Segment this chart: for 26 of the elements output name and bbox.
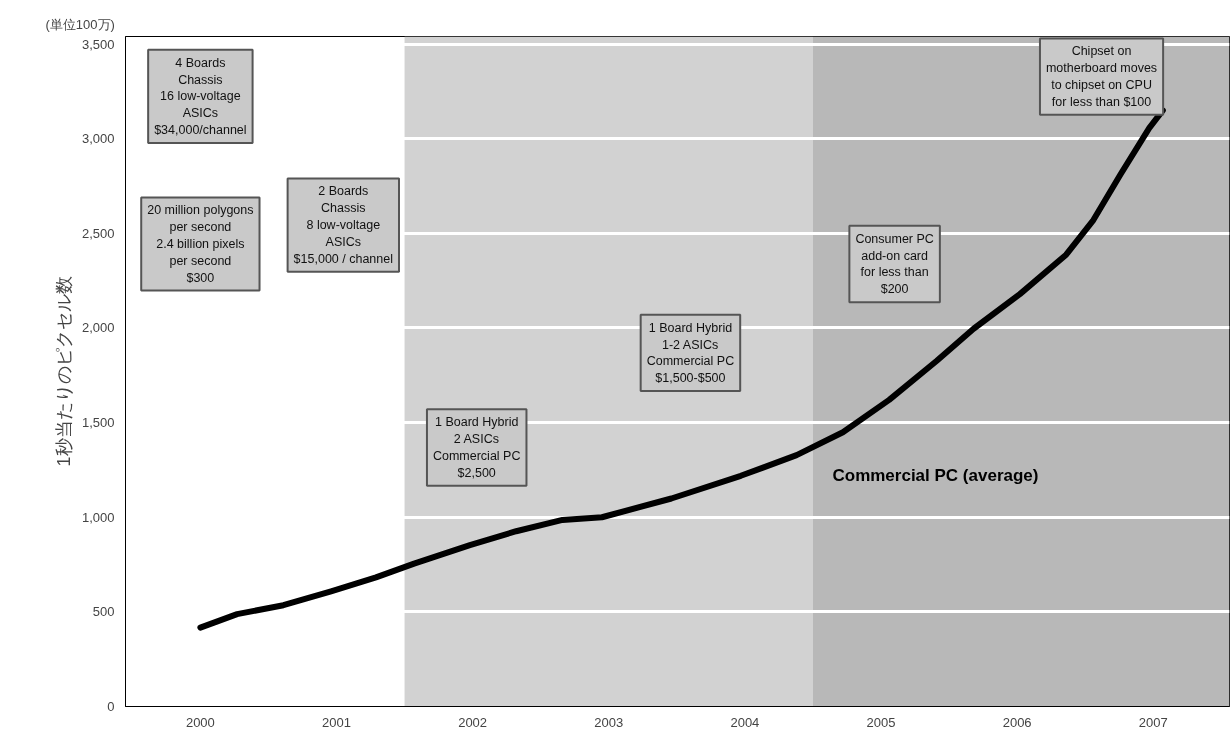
annotation: 20 million polygons per second 2.4 billion pixels per second $300 [147, 203, 254, 285]
y-tick-label: 2,000 [81, 320, 115, 336]
annotation: Consumer PC add-on card for less than $200 [855, 231, 934, 297]
annotation: 1 Board Hybrid 1-2 ASICs Commercial PC $1,500-$500 [646, 320, 735, 386]
x-tick-label: 2007 [1138, 714, 1168, 730]
x-tick-label: 2004 [730, 714, 760, 730]
annotation: 2 Boards Chassis 8 low-voltage ASICs $15,000 / channel [293, 184, 393, 266]
annotation: Chipset on motherboard moves to chipset on CPU for less than $100 [1045, 44, 1158, 109]
annotation: 1 Board Hybrid 2 ASICs Commercial PC $2,500 [432, 415, 521, 480]
y-tick-label: 500 [92, 604, 115, 620]
y-tick-label: 1,000 [81, 509, 115, 525]
x-tick-label: 2005 [866, 714, 896, 730]
x-tick-label: 2001 [322, 714, 351, 730]
y-axis-title: 1秒当たりのピクセル数 [53, 276, 74, 467]
y-tick-label: 3,000 [81, 131, 115, 147]
y-tick-label: 0 [107, 699, 115, 714]
series-label: Commercial PC (average) [832, 466, 1039, 486]
x-tick-label: 2000 [185, 714, 215, 730]
text: (単位100万) [45, 16, 115, 32]
annotation: 4 Boards Chassis 16 low-voltage ASICs $34,000/channel [154, 55, 247, 137]
x-tick-label: 2002 [458, 714, 488, 730]
y-tick-label: 1,500 [81, 415, 115, 431]
x-tick-label: 2006 [1002, 714, 1032, 730]
y-tick-label: 2,500 [81, 225, 115, 241]
y-tick-label: 3,500 [81, 36, 115, 52]
x-tick-label: 2003 [594, 714, 624, 730]
